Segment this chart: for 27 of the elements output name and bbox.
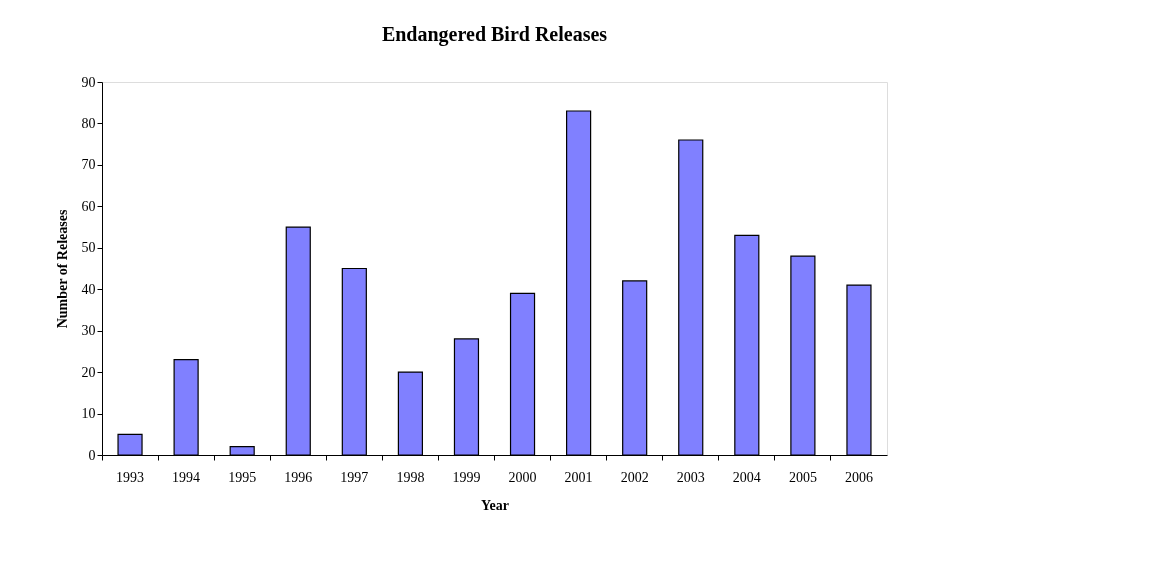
y-tick-label: 0 [88, 447, 96, 463]
x-tick-label: 2002 [620, 469, 649, 485]
y-tick-label: 90 [81, 74, 96, 90]
x-tick-label: 2005 [788, 469, 817, 485]
y-tick-label: 70 [81, 157, 96, 173]
x-tick-label: 2004 [732, 469, 761, 485]
y-tick-label: 60 [81, 198, 96, 214]
x-tick-label: 1999 [452, 469, 481, 485]
y-axis-title: Number of Releases [54, 209, 70, 329]
chart-title: Endangered Bird Releases [381, 23, 608, 46]
x-tick-label: 1998 [396, 469, 425, 485]
y-tick-label: 20 [81, 364, 96, 380]
y-tick-label: 50 [81, 240, 96, 256]
y-tick-label: 30 [81, 323, 96, 339]
x-tick-label: 1993 [116, 469, 145, 485]
x-axis-title: Year [481, 497, 509, 513]
x-tick-label: 2001 [564, 469, 593, 485]
x-tick-label: 1995 [228, 469, 257, 485]
x-tick-label: 1997 [340, 469, 369, 485]
y-tick-label: 80 [81, 115, 96, 131]
y-tick-label: 10 [81, 406, 96, 422]
x-tick-label: 2006 [844, 469, 873, 485]
x-tick-label: 1996 [284, 469, 313, 485]
x-tick-label: 2000 [508, 469, 537, 485]
x-tick-label: 1994 [172, 469, 201, 485]
x-tick-label: 2003 [676, 469, 705, 485]
y-tick-label: 40 [81, 281, 96, 297]
